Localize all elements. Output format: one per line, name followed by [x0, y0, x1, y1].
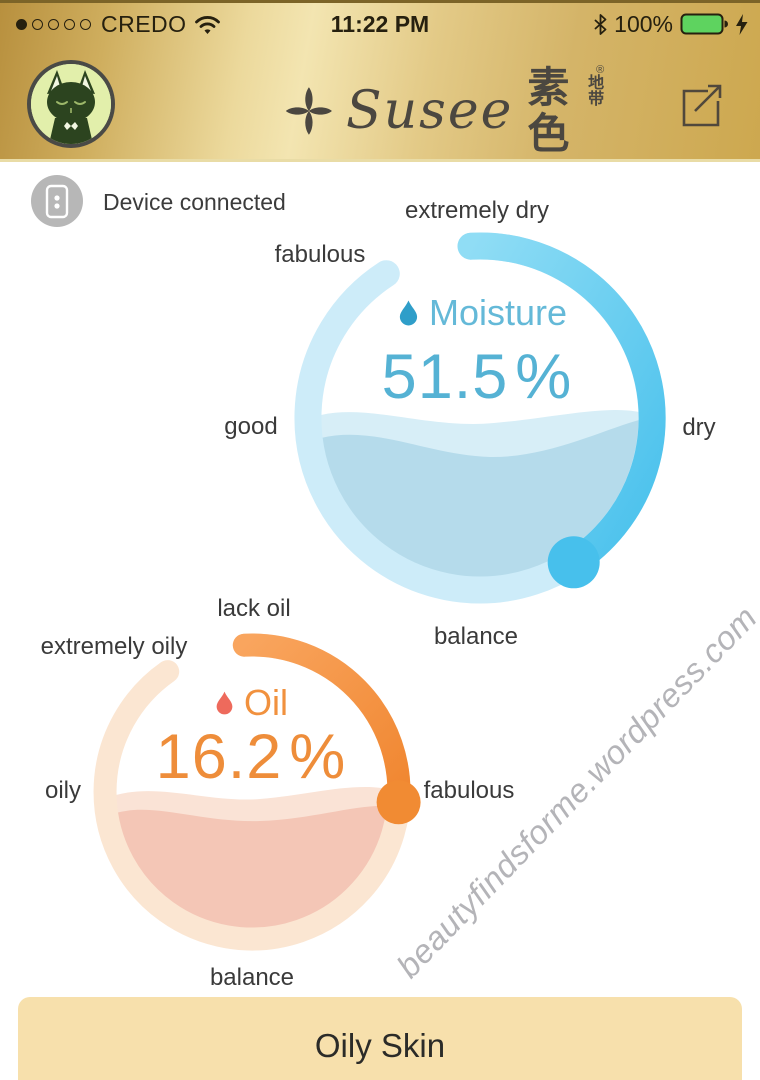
brand-clover-icon: [285, 87, 333, 135]
moisture-progress-arc: [457, 232, 666, 576]
device-status-label: Device connected: [103, 189, 286, 215]
brand-name-script: Susee: [346, 81, 514, 142]
registered-mark: ®: [596, 64, 605, 76]
oil-liquid-fill: [116, 787, 388, 929]
signal-dot: [64, 18, 75, 30]
brand-logo: Susee 素色 ® 地 带: [285, 64, 605, 158]
brand-cjk-main: 素色: [527, 64, 570, 158]
signal-dot: [80, 18, 91, 30]
oil-progress-arc: [232, 633, 411, 814]
signal-dot: [32, 18, 43, 30]
status-bar: CREDO 11:22 PM 100%: [0, 3, 760, 45]
oil-label-top: lack oil: [217, 595, 291, 622]
moisture-progress-dot: [547, 536, 600, 589]
battery-icon: [680, 13, 728, 35]
signal-dot: [48, 18, 59, 30]
moisture-value: 51.5%: [381, 342, 573, 412]
skin-type-label: Oily Skin: [314, 1027, 446, 1064]
moisture-label-left: good: [224, 413, 278, 440]
device-icon: [31, 175, 83, 227]
moisture-label-bottom: balance: [433, 623, 519, 650]
oil-drop-icon: [216, 691, 233, 715]
oil-label-right: fabulous: [423, 777, 515, 804]
cat-avatar-image: [31, 64, 111, 144]
moisture-title: Moisture: [397, 292, 567, 334]
battery-percent: 100%: [614, 10, 673, 37]
oil-progress-dot: [376, 780, 421, 825]
brand-name-cjk: 素色 ® 地 带: [527, 64, 605, 158]
share-button[interactable]: [678, 81, 726, 129]
moisture-liquid-fill: [321, 410, 639, 577]
moisture-label-top: extremely dry: [404, 197, 550, 224]
moisture-label-right: dry: [682, 414, 716, 441]
oil-title: Oil: [214, 682, 288, 724]
oil-label-left: oily: [44, 777, 82, 804]
signal-strength-dots: [16, 18, 91, 30]
carrier-label: CREDO: [101, 10, 187, 37]
status-bar-left: CREDO: [16, 3, 221, 45]
share-icon: [682, 84, 722, 127]
bluetooth-icon: [594, 13, 607, 35]
oil-gauge: [93, 633, 421, 951]
water-drop-icon: [399, 300, 418, 326]
signal-dot-filled: [16, 18, 27, 30]
skin-type-button[interactable]: Oily Skin: [18, 997, 742, 1080]
gold-header: CREDO 11:22 PM 100%: [0, 0, 760, 162]
moisture-label-upper-left: fabulous: [274, 241, 366, 268]
status-bar-right: 100%: [594, 3, 748, 45]
oil-label-bottom: balance: [209, 964, 295, 991]
avatar[interactable]: [27, 60, 115, 148]
charging-bolt-icon: [736, 13, 748, 35]
oil-value: 16.2%: [155, 722, 347, 792]
moisture-gauge: [294, 232, 666, 604]
brand-cjk-vertical: ® 地 带: [588, 64, 605, 108]
oil-label-upper-left: extremely oily: [40, 633, 188, 660]
wifi-icon: [194, 15, 220, 34]
clock: 11:22 PM: [330, 11, 430, 37]
